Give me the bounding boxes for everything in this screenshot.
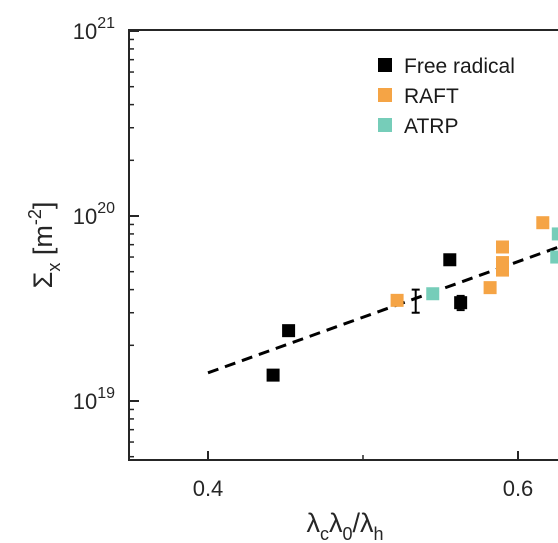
x-axis-title: λcλ0/λh (306, 508, 383, 543)
atrp-point (551, 227, 558, 241)
raft-point (496, 256, 509, 270)
y-tick-label: 1019 (73, 385, 115, 414)
x-tick-label: 0.6 (503, 476, 534, 501)
y-axis-ticks: 1019 1020 1021 (73, 15, 139, 458)
fit-line-group (207, 245, 558, 375)
plot-frame (128, 29, 558, 461)
atrp-point (550, 250, 558, 264)
legend-label-raft: RAFT (404, 85, 459, 108)
data-points-group (266, 216, 558, 382)
free-radical-point (266, 368, 280, 382)
free-radical-point (443, 253, 457, 267)
raft-point (536, 216, 550, 230)
legend-marker-atrp (378, 118, 392, 132)
legend: Free radical RAFT ATRP (378, 55, 515, 138)
y-tick-label: 1020 (73, 200, 115, 229)
atrp-point (426, 287, 440, 301)
legend-marker-free-radical (378, 58, 392, 72)
legend-label-atrp: ATRP (404, 115, 458, 138)
raft-point (483, 281, 497, 295)
y-tick-label: 1021 (73, 15, 115, 44)
raft-point (496, 240, 509, 254)
free-radical-point (282, 324, 296, 338)
legend-label-free-radical: Free radical (404, 55, 515, 78)
legend-marker-raft (378, 88, 392, 102)
x-tick-label: 0.4 (193, 476, 224, 501)
x-axis-ticks: 0.40.60.8 (193, 451, 534, 501)
free-radical-point (454, 296, 468, 310)
y-axis-title: Σx [m-2] (25, 202, 64, 289)
fit-line (207, 245, 558, 375)
raft-point (390, 293, 404, 307)
